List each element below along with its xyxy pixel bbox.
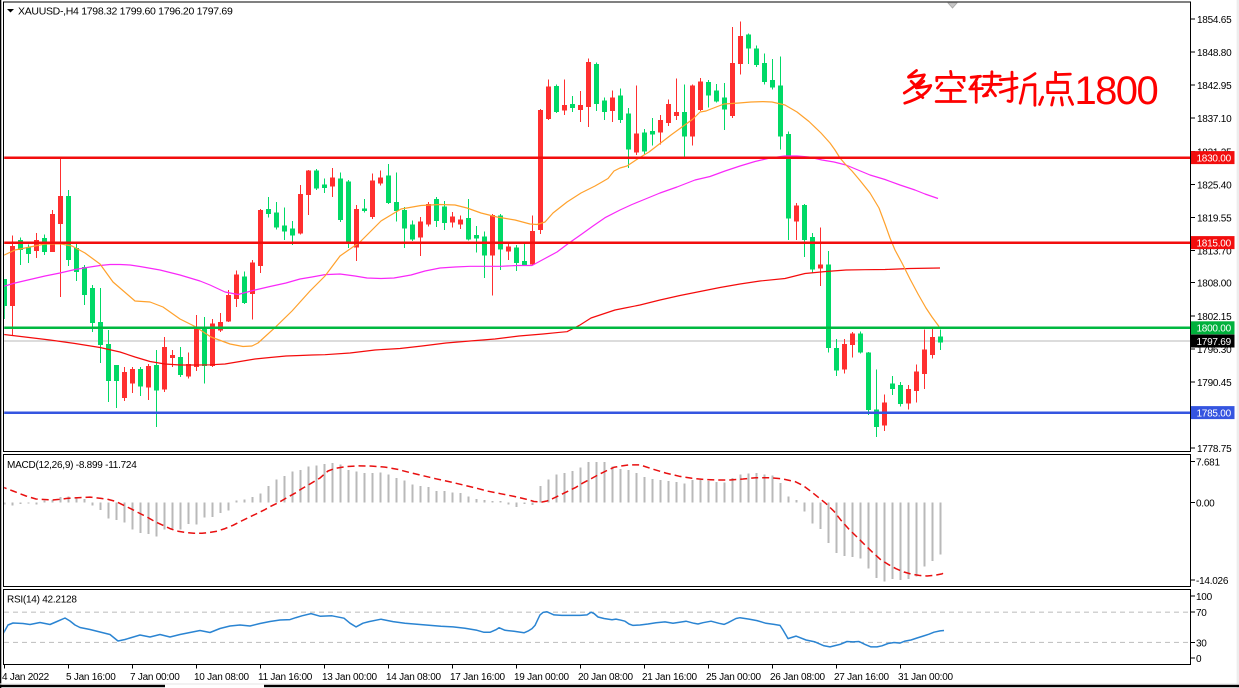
svg-text:RSI(14) 42.2128: RSI(14) 42.2128: [7, 595, 77, 606]
svg-text:1785.00: 1785.00: [1197, 408, 1232, 419]
svg-text:7.681: 7.681: [1196, 458, 1220, 469]
svg-text:-14.026: -14.026: [1196, 576, 1229, 587]
svg-text:1837.10: 1837.10: [1197, 114, 1232, 125]
svg-text:11 Jan 16:00: 11 Jan 16:00: [258, 672, 313, 683]
svg-text:26 Jan 08:00: 26 Jan 08:00: [770, 672, 826, 683]
svg-text:1800.00: 1800.00: [1197, 324, 1232, 335]
svg-text:1813.70: 1813.70: [1197, 247, 1232, 258]
svg-text:70: 70: [1196, 608, 1207, 619]
svg-text:1815.00: 1815.00: [1197, 238, 1232, 249]
svg-text:1830.00: 1830.00: [1197, 153, 1232, 164]
svg-text:30: 30: [1196, 638, 1207, 649]
svg-text:1825.40: 1825.40: [1197, 180, 1232, 191]
svg-text:1800: 1800: [1075, 69, 1158, 113]
svg-text:1797.69: 1797.69: [1197, 337, 1232, 348]
svg-text:19 Jan 00:00: 19 Jan 00:00: [514, 672, 570, 683]
svg-text:XAUUSD-,H4 1798.32 1799.60 17: XAUUSD-,H4 1798.32 1799.60 1796.20 1797.…: [18, 6, 233, 18]
svg-text:20 Jan 08:00: 20 Jan 08:00: [578, 672, 634, 683]
svg-text:14 Jan 08:00: 14 Jan 08:00: [386, 672, 442, 683]
svg-text:4 Jan 2022: 4 Jan 2022: [2, 672, 50, 683]
svg-text:0: 0: [1196, 654, 1202, 665]
svg-text:1854.65: 1854.65: [1197, 15, 1232, 26]
svg-text:21 Jan 16:00: 21 Jan 16:00: [642, 672, 698, 683]
svg-text:1796.30: 1796.30: [1197, 345, 1232, 356]
svg-text:1819.55: 1819.55: [1197, 214, 1232, 225]
svg-text:5 Jan 16:00: 5 Jan 16:00: [66, 672, 116, 683]
svg-text:1842.95: 1842.95: [1197, 81, 1232, 92]
svg-text:1848.80: 1848.80: [1197, 48, 1232, 59]
svg-text:31 Jan 00:00: 31 Jan 00:00: [898, 672, 954, 683]
svg-text:7 Jan 00:00: 7 Jan 00:00: [130, 672, 180, 683]
svg-text:1790.45: 1790.45: [1197, 378, 1232, 389]
svg-text:17 Jan 16:00: 17 Jan 16:00: [450, 672, 506, 683]
svg-text:10 Jan 08:00: 10 Jan 08:00: [194, 672, 250, 683]
svg-text:MACD(12,26,9) -8.899 -11.724: MACD(12,26,9) -8.899 -11.724: [7, 460, 137, 471]
svg-text:25 Jan 00:00: 25 Jan 00:00: [706, 672, 762, 683]
svg-text:1808.00: 1808.00: [1197, 279, 1232, 290]
svg-text:27 Jan 16:00: 27 Jan 16:00: [834, 672, 890, 683]
svg-text:1778.75: 1778.75: [1197, 444, 1232, 455]
svg-text:13 Jan 00:00: 13 Jan 00:00: [322, 672, 378, 683]
svg-text:100: 100: [1196, 592, 1213, 603]
svg-text:0.00: 0.00: [1196, 498, 1215, 509]
svg-text:1802.15: 1802.15: [1197, 312, 1232, 323]
